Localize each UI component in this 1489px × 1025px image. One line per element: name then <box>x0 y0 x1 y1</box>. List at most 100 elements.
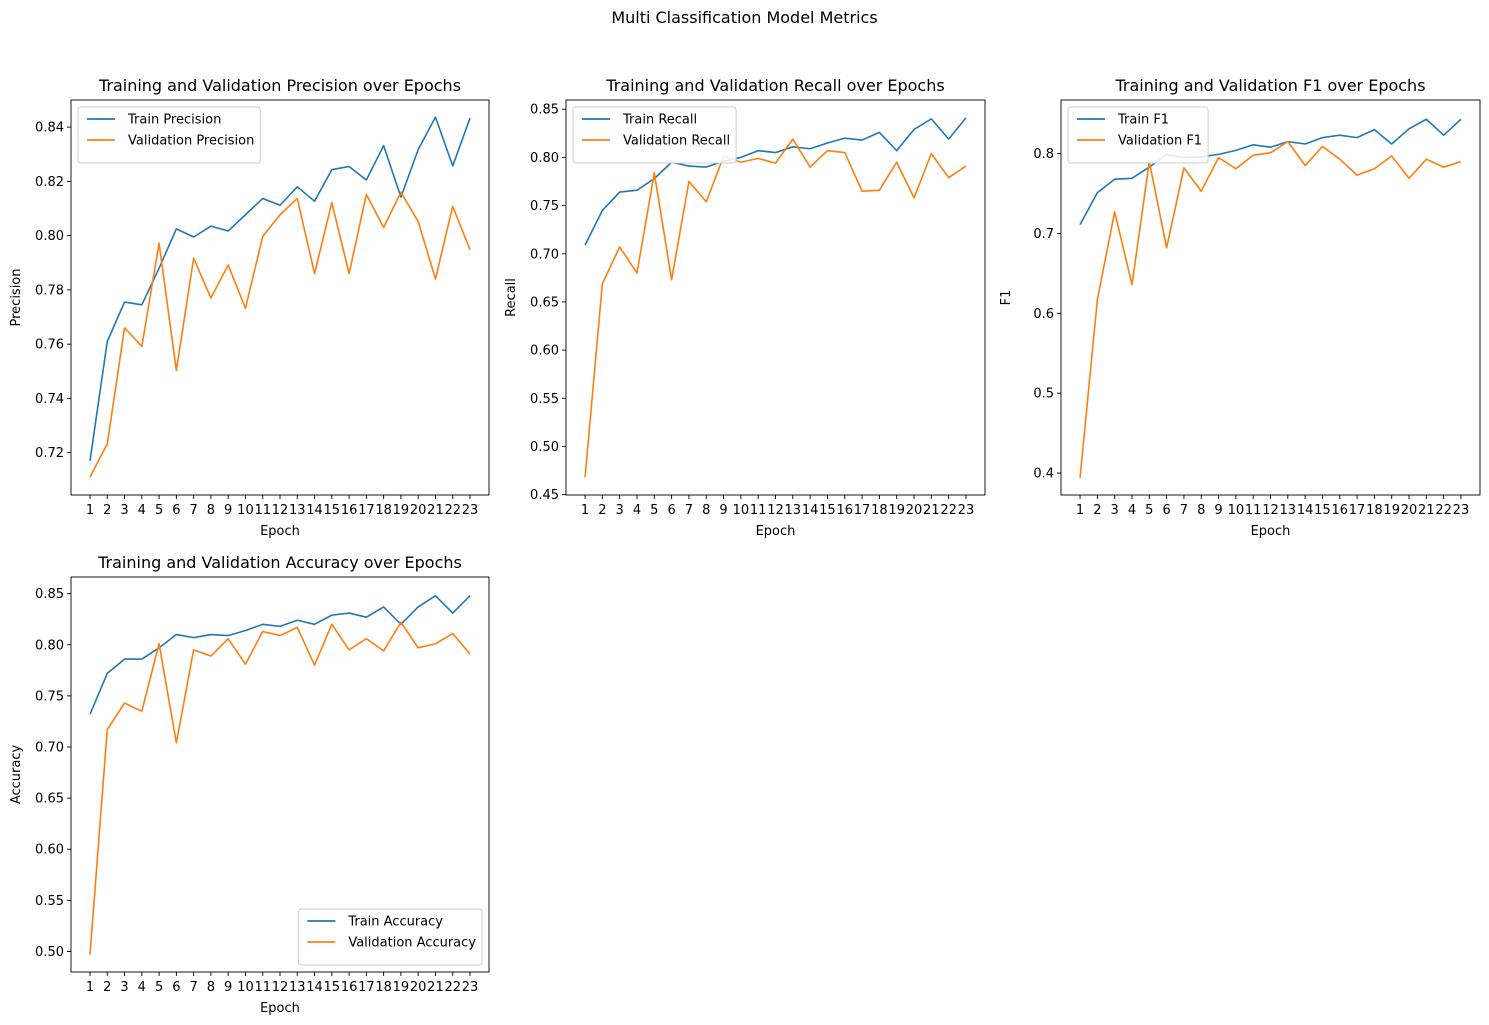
x-tick-label: 13 <box>785 503 802 518</box>
x-tick-label: 13 <box>1280 503 1297 518</box>
x-tick-label: 23 <box>1453 503 1470 518</box>
y-tick-label: 0.80 <box>35 229 64 244</box>
y-tick-label: 0.50 <box>35 945 64 960</box>
x-tick-label: 17 <box>358 503 375 518</box>
x-tick-label: 8 <box>702 503 710 518</box>
y-tick-label: 0.75 <box>530 199 559 214</box>
chart-title: Training and Validation F1 over Epochs <box>1114 76 1425 95</box>
x-tick-label: 15 <box>819 503 836 518</box>
y-tick-label: 0.80 <box>35 638 64 653</box>
x-tick-label: 12 <box>1262 503 1279 518</box>
x-tick-label: 4 <box>633 503 641 518</box>
x-tick-label: 8 <box>207 503 215 518</box>
y-tick-label: 0.60 <box>530 344 559 359</box>
x-tick-label: 16 <box>836 503 853 518</box>
x-tick-label: 2 <box>1093 503 1101 518</box>
legend-label: Validation F1 <box>1118 134 1202 149</box>
x-tick-label: 12 <box>272 980 289 995</box>
x-tick-label: 8 <box>1197 503 1205 518</box>
series-line-1 <box>89 594 471 715</box>
y-tick-label: 0.70 <box>35 741 64 756</box>
x-tick-label: 20 <box>906 503 923 518</box>
x-tick-label: 18 <box>375 503 392 518</box>
legend-box <box>572 106 737 164</box>
y-axis-label: Recall <box>504 278 519 317</box>
x-tick-label: 3 <box>120 980 128 995</box>
y-tick-label: 0.82 <box>35 175 64 190</box>
x-tick-label: 11 <box>1245 503 1262 518</box>
y-tick-label: 0.80 <box>530 151 559 166</box>
y-tick-label: 0.6 <box>1033 307 1054 322</box>
x-tick-label: 9 <box>224 980 232 995</box>
legend-label: Train Precision <box>127 113 221 128</box>
y-tick-label: 0.84 <box>35 121 64 136</box>
x-tick-label: 1 <box>86 503 94 518</box>
x-tick-label: 2 <box>103 980 111 995</box>
x-tick-label: 23 <box>462 980 479 995</box>
legend-label: Validation Recall <box>623 134 730 149</box>
x-tick-label: 13 <box>289 503 306 518</box>
x-tick-label: 1 <box>86 980 94 995</box>
legend-label: Train F1 <box>1117 113 1169 128</box>
x-tick-label: 2 <box>103 503 111 518</box>
y-tick-label: 0.76 <box>35 338 64 353</box>
x-tick-label: 3 <box>120 503 128 518</box>
x-tick-label: 16 <box>1331 503 1348 518</box>
x-tick-label: 19 <box>393 503 410 518</box>
legend-label: Validation Accuracy <box>348 936 476 951</box>
y-tick-label: 0.4 <box>1033 467 1054 482</box>
x-axis-label: Epoch <box>756 524 796 539</box>
x-tick-label: 6 <box>172 980 180 995</box>
y-tick-label: 0.55 <box>530 392 559 407</box>
y-axis-label: Accuracy <box>9 745 24 805</box>
x-tick-label: 10 <box>237 980 254 995</box>
legend-box <box>1067 106 1209 164</box>
legend: Train F1 Validation F1 <box>1067 106 1209 164</box>
legend-box <box>77 106 261 164</box>
y-tick-label: 0.74 <box>35 392 64 407</box>
x-tick-label: 19 <box>888 503 905 518</box>
x-tick-label: 18 <box>1366 503 1383 518</box>
x-tick-label: 5 <box>1145 503 1153 518</box>
series-line-1 <box>584 117 967 246</box>
x-tick-label: 9 <box>224 503 232 518</box>
x-tick-label: 23 <box>958 503 975 518</box>
x-tick-label: 6 <box>1162 503 1170 518</box>
y-tick-label: 0.45 <box>530 488 559 503</box>
legend-label: Train Accuracy <box>347 915 443 930</box>
x-tick-label: 3 <box>616 503 624 518</box>
x-tick-label: 9 <box>1214 503 1222 518</box>
x-axis-label: Epoch <box>260 1001 300 1016</box>
x-tick-label: 21 <box>923 503 940 518</box>
y-axis-label: F1 <box>999 290 1014 306</box>
y-tick-label: 0.85 <box>35 587 64 602</box>
x-tick-label: 7 <box>1180 503 1188 518</box>
series-line-2 <box>1079 140 1462 478</box>
chart-title: Training and Validation Recall over Epoc… <box>605 76 944 95</box>
x-tick-label: 15 <box>324 503 341 518</box>
x-tick-label: 13 <box>289 980 306 995</box>
legend: Train Recall Validation Recall <box>572 106 737 164</box>
y-tick-label: 0.65 <box>35 792 64 807</box>
x-tick-label: 1 <box>581 503 589 518</box>
series-line-2 <box>89 191 471 478</box>
y-tick-label: 0.75 <box>35 689 64 704</box>
x-tick-label: 22 <box>1435 503 1452 518</box>
legend-box <box>297 908 483 966</box>
x-tick-label: 12 <box>272 503 289 518</box>
x-tick-label: 11 <box>750 503 767 518</box>
x-tick-label: 17 <box>1349 503 1366 518</box>
legend: Train Precision Validation Precision <box>77 106 261 164</box>
x-tick-label: 4 <box>138 980 146 995</box>
x-axis-label: Epoch <box>1251 524 1291 539</box>
x-tick-label: 16 <box>341 503 358 518</box>
y-tick-label: 0.8 <box>1033 147 1054 162</box>
series-line-2 <box>584 138 967 478</box>
chart-title: Training and Validation Precision over E… <box>98 76 461 95</box>
x-tick-label: 17 <box>854 503 871 518</box>
y-tick-label: 0.85 <box>530 103 559 118</box>
x-tick-label: 20 <box>410 503 427 518</box>
x-tick-label: 20 <box>410 980 427 995</box>
chart-panel-1: Training and Validation Precision over E… <box>9 76 490 539</box>
x-tick-label: 15 <box>1314 503 1331 518</box>
